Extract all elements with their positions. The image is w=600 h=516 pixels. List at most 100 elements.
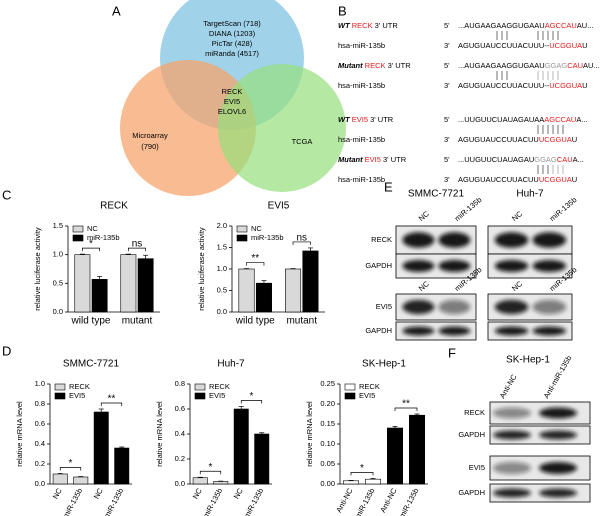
y-tick-label: 1.0 <box>217 264 227 273</box>
panel-label: B <box>338 3 347 18</box>
x-tick-label: wild type <box>235 316 275 327</box>
blot-band <box>438 299 471 315</box>
x-tick-label: mutant <box>122 316 153 327</box>
y-tick-label: 0.00 <box>320 479 335 488</box>
x-tick-label: NC <box>51 486 64 500</box>
y-tick-label: 0.25 <box>320 379 335 388</box>
legend-swatch <box>236 234 248 242</box>
x-tick-label: Anti-NC <box>334 486 355 514</box>
sequence-name-part: hsa-miR-135b <box>338 135 385 144</box>
bar <box>233 408 249 485</box>
bar <box>342 480 359 485</box>
significance-label: * <box>250 391 254 402</box>
sequence-name: hsa-miR-135b <box>338 81 385 90</box>
sequence-name-part: RECK <box>350 21 373 30</box>
sequence-part: AGCCAU <box>544 115 576 124</box>
significance-bracket <box>59 467 82 471</box>
legend-label: miR-135b <box>87 233 120 242</box>
blot-band <box>402 326 435 336</box>
sequence: ...AUGAAGAAGGUGAAUAGCCAUAU... <box>458 21 593 30</box>
bar <box>408 414 425 485</box>
cell-line-label: Huh-7 <box>516 189 544 200</box>
sequence-part: AGUGUAUCCUUACUUU-- <box>458 81 550 90</box>
lane-label: NC <box>417 209 432 223</box>
blot-band <box>438 232 471 248</box>
sequence-part: U <box>572 135 577 144</box>
significance-label: * <box>209 462 213 473</box>
legend-swatch <box>72 225 84 233</box>
chart-title: RECK <box>100 201 128 212</box>
x-tick-label: wild type <box>71 316 111 327</box>
row-label: RECK <box>371 235 392 244</box>
bar <box>114 447 130 485</box>
legend-label: RECK <box>209 382 230 391</box>
bar <box>254 433 270 485</box>
legend-label: EVI5 <box>69 391 85 400</box>
sequence-part: UCGGUA <box>549 41 582 50</box>
blot-band <box>532 299 567 315</box>
sequence-part: UCGGUA <box>549 81 582 90</box>
y-tick-label: 1.0 <box>35 379 45 388</box>
significance-label: ns <box>132 239 143 250</box>
sequence-part: CAU <box>567 61 583 70</box>
venn-circle <box>218 64 346 192</box>
blot-band <box>539 488 577 498</box>
blot-band <box>402 232 435 248</box>
y-tick-label: 0.5 <box>53 278 63 287</box>
legend-swatch <box>344 383 356 391</box>
panel-label: A <box>112 3 121 18</box>
sequence-name-part: WT <box>338 115 351 124</box>
x-tick-label: NC <box>191 486 204 500</box>
significance-label: * <box>360 463 364 474</box>
panel-label: D <box>2 343 11 358</box>
panel-label: F <box>448 345 456 360</box>
sequence-part: UCGGUA <box>539 135 572 144</box>
legend-label: RECK <box>359 382 380 391</box>
sequence-part: AGUGUAUCCUUACUU <box>458 175 539 184</box>
y-tick-label: 2.0 <box>217 221 227 230</box>
panel-label: E <box>384 179 393 194</box>
y-tick-label: 0.6 <box>175 404 185 413</box>
chart-title: EVI5 <box>268 201 290 212</box>
sequence-part: GGAG <box>545 61 568 70</box>
blot-band <box>494 299 529 315</box>
lane-label: miR-135b <box>548 195 579 223</box>
blot-band <box>494 326 529 336</box>
bar <box>302 250 319 313</box>
y-tick-label: 0.8 <box>175 379 185 388</box>
sequence-name-part: 3' UTR <box>368 115 394 124</box>
blot-band <box>532 326 567 336</box>
y-tick-label: 0.4 <box>175 429 185 438</box>
venn-overlap-gene: RECK <box>222 87 243 96</box>
sequence-name: WT RECK 3' UTR <box>338 21 398 30</box>
lane-label: NC <box>510 209 525 223</box>
x-tick-label: miR-135b <box>61 487 84 516</box>
sequence-end: 3' <box>444 81 450 90</box>
blot-box <box>395 321 477 341</box>
sequence: ...UUGUUCUAUAGAUAAAGCCAUA... <box>458 115 588 124</box>
y-tick-label: 0.10 <box>320 439 335 448</box>
significance-label: ** <box>108 394 116 405</box>
sequence-name-part: EVI5 <box>350 115 368 124</box>
legend-label: miR-135b <box>251 233 284 242</box>
sequence-part: AU... <box>577 21 594 30</box>
sequence-part: UCGGUA <box>539 175 572 184</box>
y-tick-label: 0.0 <box>175 479 185 488</box>
x-tick-label: NC <box>232 486 245 500</box>
lane-label: NC <box>510 279 525 293</box>
sequence-name-part: 3' UTR <box>373 21 399 30</box>
sequence-part: GGAG <box>534 155 557 164</box>
sequence-name-part: EVI5 <box>363 155 381 164</box>
sequence: AGUGUAUCCUUACUUU--UCGGUAU <box>458 41 588 50</box>
x-tick-label: Anti-NC <box>378 486 399 514</box>
legend-swatch <box>54 383 66 391</box>
sequence-name-part: hsa-miR-135b <box>338 41 385 50</box>
bar <box>52 473 68 485</box>
panel-label: C <box>2 187 11 202</box>
y-tick-label: 0.0 <box>217 307 227 316</box>
sequence-part: A... <box>573 155 584 164</box>
sequence-name: Mutant EVI5 3' UTR <box>338 155 407 164</box>
venn-set-label: TargetScan (718) <box>203 19 261 28</box>
blot-band <box>493 430 531 440</box>
